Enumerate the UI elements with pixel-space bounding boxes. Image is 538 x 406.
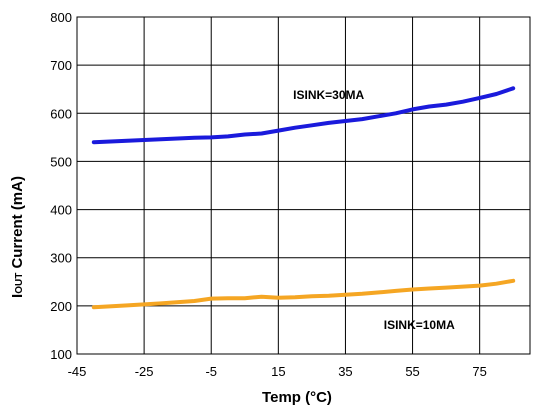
series-line-isink-30ma	[91, 86, 516, 145]
grid	[76, 16, 530, 355]
x-tick-label: 35	[338, 364, 352, 379]
plot-frame	[76, 16, 531, 355]
y-tick-labels: 100 200 300 400 500 600 700 800	[50, 10, 72, 362]
x-tick-label: -25	[135, 364, 154, 379]
x-tick-label: 55	[405, 364, 419, 379]
y-tick-label: 600	[50, 106, 72, 121]
series-layer	[91, 86, 516, 310]
x-axis-title: Temp (°C)	[262, 389, 332, 406]
y-tick-label: 800	[50, 10, 72, 25]
annotations: ISINK=30MA ISINK=10MA	[293, 88, 455, 332]
series-line-isink-10ma	[91, 278, 516, 310]
annotation-label-isink-30ma: ISINK=30MA	[293, 88, 364, 102]
y-axis-title-subscript: OUT	[14, 273, 25, 294]
y-tick-label: 300	[50, 251, 72, 266]
y-tick-label: 700	[50, 58, 72, 73]
x-tick-label: -5	[205, 364, 217, 379]
y-tick-label: 500	[50, 154, 72, 169]
x-tick-label: 75	[472, 364, 486, 379]
x-tick-labels: -45 -25 -5 15 35 55 75	[68, 364, 487, 379]
y-tick-label: 400	[50, 203, 72, 218]
y-tick-label: 100	[50, 347, 72, 362]
y-tick-label: 200	[50, 299, 72, 314]
y-axis-title-rest: Current (mA)	[9, 176, 26, 273]
y-axis-title: IOUT Current (mA)	[9, 176, 26, 298]
y-axis-title-main: I	[9, 294, 26, 298]
x-tick-label: 15	[271, 364, 285, 379]
x-tick-label: -45	[68, 364, 87, 379]
annotation-label-isink-10ma: ISINK=10MA	[384, 318, 455, 332]
